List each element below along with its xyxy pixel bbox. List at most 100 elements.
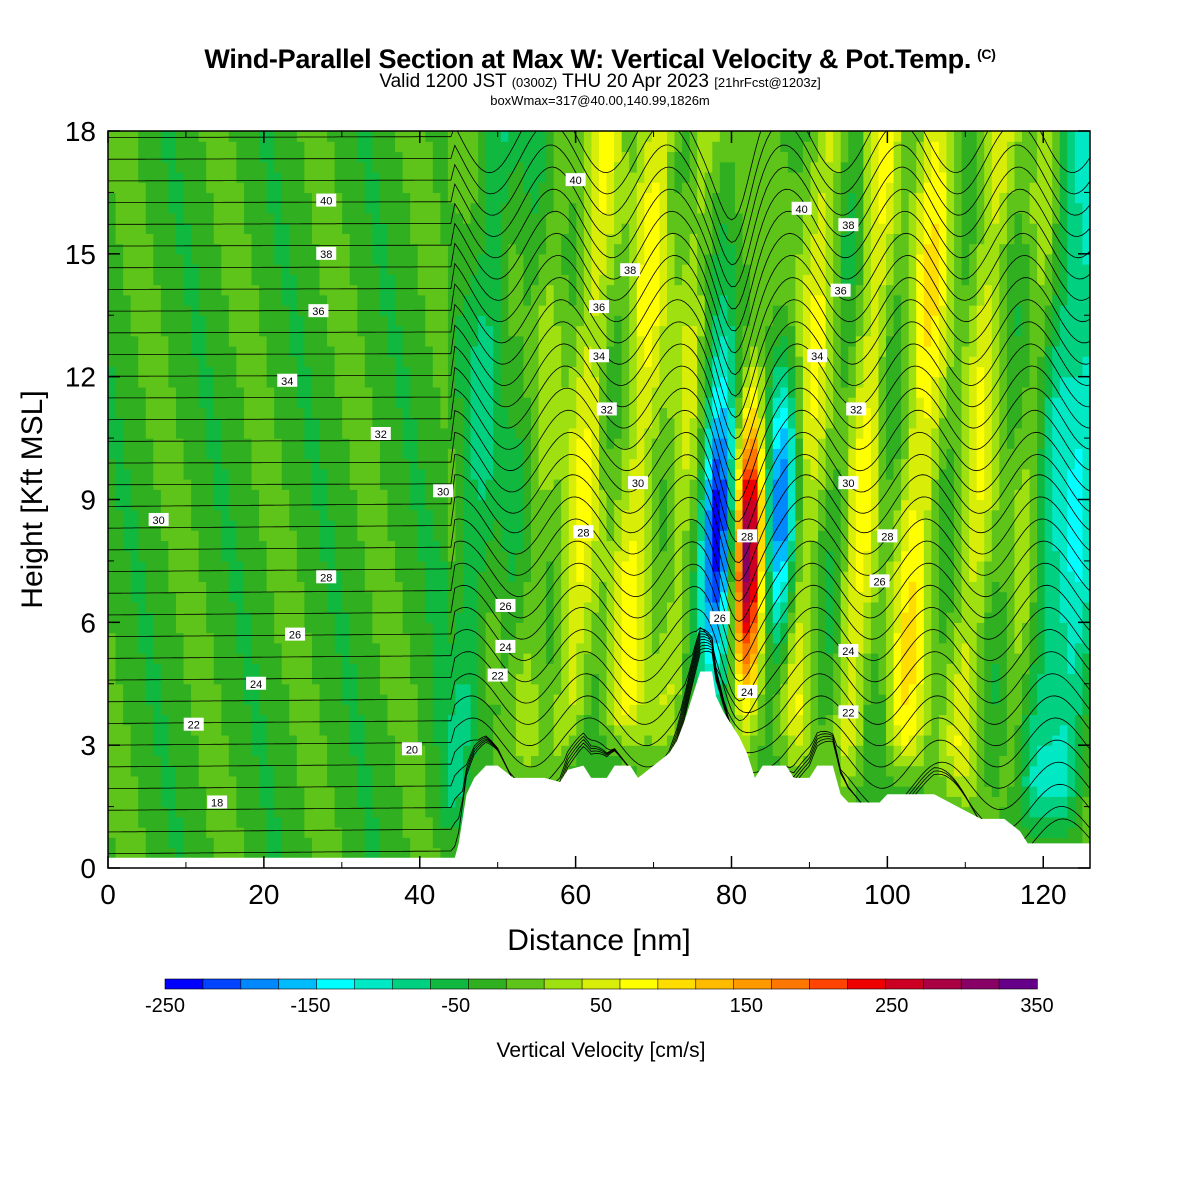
velocity-cell: [281, 612, 290, 623]
velocity-cell: [138, 376, 147, 388]
velocity-cell: [266, 151, 275, 163]
velocity-cell: [266, 294, 275, 306]
velocity-cell: [515, 212, 525, 224]
velocity-cell: [576, 366, 585, 378]
velocity-cell: [334, 202, 343, 214]
velocity-cell: [123, 765, 132, 777]
velocity-cell: [236, 683, 245, 695]
velocity-cell: [289, 816, 298, 828]
velocity-cell: [243, 141, 253, 153]
velocity-cell: [417, 345, 426, 357]
velocity-cell: [108, 335, 117, 347]
velocity-cell: [274, 438, 283, 449]
velocity-cell: [515, 509, 525, 521]
velocity-cell: [221, 284, 230, 296]
velocity-cell: [138, 704, 147, 716]
velocity-cell: [493, 212, 502, 224]
velocity-cell: [447, 284, 457, 296]
velocity-cell: [591, 571, 600, 582]
velocity-cell: [236, 233, 245, 245]
velocity-cell: [425, 683, 434, 695]
velocity-cell: [349, 325, 358, 337]
velocity-cell: [221, 693, 230, 705]
velocity-cell: [599, 663, 608, 675]
velocity-cell: [349, 734, 358, 746]
velocity-cell: [198, 141, 207, 153]
velocity-cell: [145, 837, 154, 849]
velocity-cell: [160, 530, 170, 542]
velocity-cell: [327, 653, 336, 664]
velocity-cell: [410, 202, 419, 214]
velocity-cell: [296, 171, 305, 183]
velocity-cell: [304, 233, 313, 245]
velocity-cell: [402, 479, 411, 490]
velocity-cell: [357, 131, 366, 142]
velocity-cell: [168, 693, 177, 705]
velocity-cell: [568, 335, 577, 347]
velocity-cell: [168, 714, 177, 726]
velocity-cell: [417, 601, 426, 613]
velocity-cell: [228, 192, 238, 204]
velocity-cell: [327, 745, 336, 757]
velocity-cell: [160, 335, 170, 347]
velocity-cell: [364, 151, 373, 163]
velocity-cell: [599, 325, 608, 337]
velocity-cell: [213, 775, 222, 787]
velocity-cell: [160, 274, 170, 286]
velocity-cell: [515, 243, 525, 255]
velocity-cell: [108, 171, 117, 183]
velocity-cell: [455, 755, 464, 767]
velocity-cell: [259, 714, 268, 726]
velocity-cell: [175, 315, 185, 327]
velocity-cell: [319, 755, 328, 767]
velocity-cell: [440, 161, 449, 173]
velocity-cell: [115, 612, 124, 623]
velocity-cell: [108, 786, 117, 797]
velocity-cell: [515, 540, 525, 552]
velocity-cell: [546, 141, 555, 153]
velocity-cell: [599, 489, 608, 501]
velocity-cell: [266, 468, 275, 480]
velocity-cell: [108, 775, 117, 787]
velocity-cell: [153, 622, 162, 634]
velocity-cell: [138, 796, 147, 808]
velocity-cell: [372, 489, 381, 501]
velocity-cell: [342, 284, 351, 296]
velocity-cell: [432, 499, 441, 511]
velocity-cell: [168, 458, 177, 470]
velocity-cell: [546, 264, 555, 275]
velocity-cell: [168, 786, 177, 797]
velocity-cell: [493, 243, 502, 255]
velocity-cell: [576, 612, 585, 623]
velocity-cell: [599, 632, 608, 644]
velocity-cell: [311, 356, 321, 368]
velocity-cell: [115, 775, 124, 787]
velocity-cell: [251, 131, 260, 142]
velocity-cell: [402, 653, 411, 664]
velocity-cell: [213, 734, 222, 746]
velocity-cell: [198, 202, 207, 214]
velocity-cell: [591, 642, 600, 654]
velocity-cell: [379, 335, 389, 347]
velocity-cell: [395, 489, 404, 501]
velocity-cell: [175, 765, 185, 777]
velocity-cell: [425, 734, 434, 746]
velocity-cell: [342, 202, 351, 214]
velocity-cell: [629, 755, 638, 767]
velocity-cell: [379, 284, 389, 296]
velocity-cell: [583, 161, 593, 173]
velocity-cell: [206, 612, 215, 623]
velocity-cell: [432, 612, 441, 623]
velocity-cell: [311, 755, 321, 767]
velocity-cell: [342, 653, 351, 664]
velocity-cell: [183, 734, 192, 746]
velocity-cell: [349, 499, 358, 511]
velocity-cell: [145, 294, 154, 306]
velocity-cell: [266, 622, 275, 634]
velocity-cell: [160, 745, 170, 757]
velocity-cell: [115, 724, 124, 736]
velocity-cell: [372, 458, 381, 470]
velocity-cell: [614, 182, 623, 194]
velocity-cell: [432, 274, 441, 286]
velocity-cell: [236, 182, 245, 194]
